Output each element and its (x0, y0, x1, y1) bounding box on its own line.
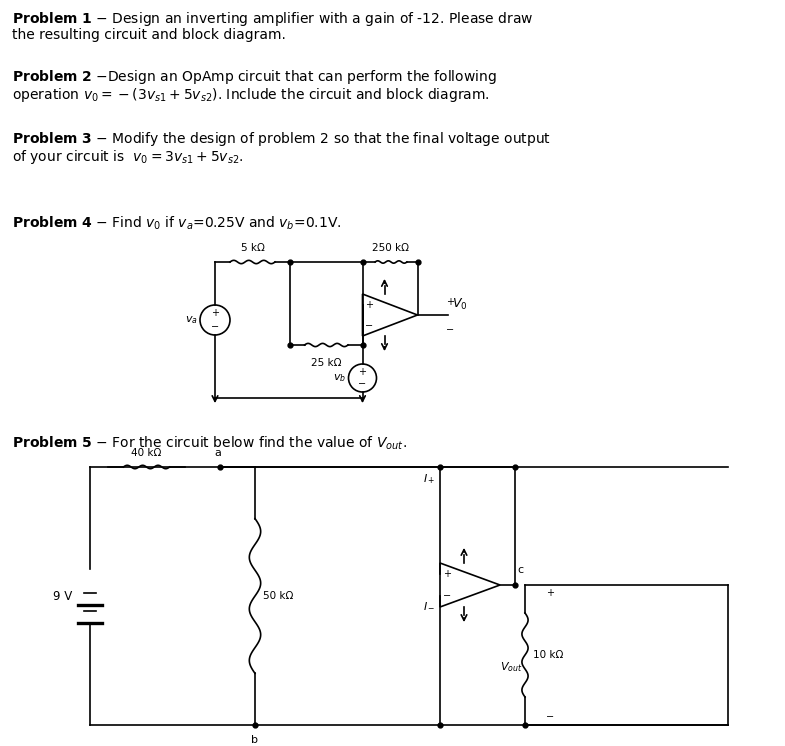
Text: $\mathbf{Problem\ 3}$ $-$ Modify the design of problem 2 so that the final volta: $\mathbf{Problem\ 3}$ $-$ Modify the des… (12, 130, 551, 148)
Text: 50 kΩ: 50 kΩ (263, 591, 294, 601)
Text: +: + (359, 367, 367, 377)
Text: of your circuit is  $v_0 = 3v_{s1}+5v_{s2}$.: of your circuit is $v_0 = 3v_{s1}+5v_{s2… (12, 148, 243, 166)
Text: +: + (366, 299, 374, 310)
Text: $\mathbf{Problem\ 1}$ $-$ Design an inverting amplifier with a gain of -12. Plea: $\mathbf{Problem\ 1}$ $-$ Design an inve… (12, 10, 534, 28)
Text: operation $v_0 = -(3v_{s1}+5v_{s2})$. Include the circuit and block diagram.: operation $v_0 = -(3v_{s1}+5v_{s2})$. In… (12, 86, 490, 104)
Text: −: − (359, 379, 367, 389)
Text: $I_-$: $I_-$ (422, 601, 435, 611)
Text: +: + (447, 297, 455, 307)
Text: $v_b$: $v_b$ (334, 372, 346, 384)
Text: $I_+$: $I_+$ (422, 472, 435, 486)
Text: 10 kΩ: 10 kΩ (533, 650, 564, 660)
Text: $\mathbf{Problem\ 4}$ $-$ Find $v_0$ if $v_a$=0.25V and $v_b$=0.1V.: $\mathbf{Problem\ 4}$ $-$ Find $v_0$ if … (12, 215, 341, 233)
Text: −: − (211, 322, 219, 332)
Text: a: a (214, 448, 221, 458)
Text: −: − (366, 321, 374, 330)
Text: +: + (546, 588, 554, 598)
Text: $v_a$: $v_a$ (185, 314, 198, 326)
Text: 25 kΩ: 25 kΩ (311, 358, 341, 368)
Text: $\mathbf{Problem\ 5}$ $-$ For the circuit below find the value of $V_{out}$.: $\mathbf{Problem\ 5}$ $-$ For the circui… (12, 435, 407, 452)
Text: $V_0$: $V_0$ (452, 297, 468, 312)
Text: $V_{out}$: $V_{out}$ (500, 660, 523, 674)
Text: 40 kΩ: 40 kΩ (131, 448, 162, 458)
Text: $\mathbf{Problem\ 2}$ $-$Design an OpAmp circuit that can perform the following: $\mathbf{Problem\ 2}$ $-$Design an OpAmp… (12, 68, 497, 86)
Text: the resulting circuit and block diagram.: the resulting circuit and block diagram. (12, 28, 286, 42)
Text: c: c (517, 565, 523, 575)
Text: +: + (211, 308, 219, 319)
Text: −: − (443, 591, 451, 601)
Text: b: b (251, 735, 258, 745)
Text: +: + (443, 569, 451, 579)
Text: −: − (546, 712, 554, 722)
Text: −: − (447, 325, 455, 335)
Text: 250 kΩ: 250 kΩ (371, 243, 408, 253)
Text: 9 V: 9 V (53, 589, 72, 603)
Text: 5 kΩ: 5 kΩ (240, 243, 265, 253)
